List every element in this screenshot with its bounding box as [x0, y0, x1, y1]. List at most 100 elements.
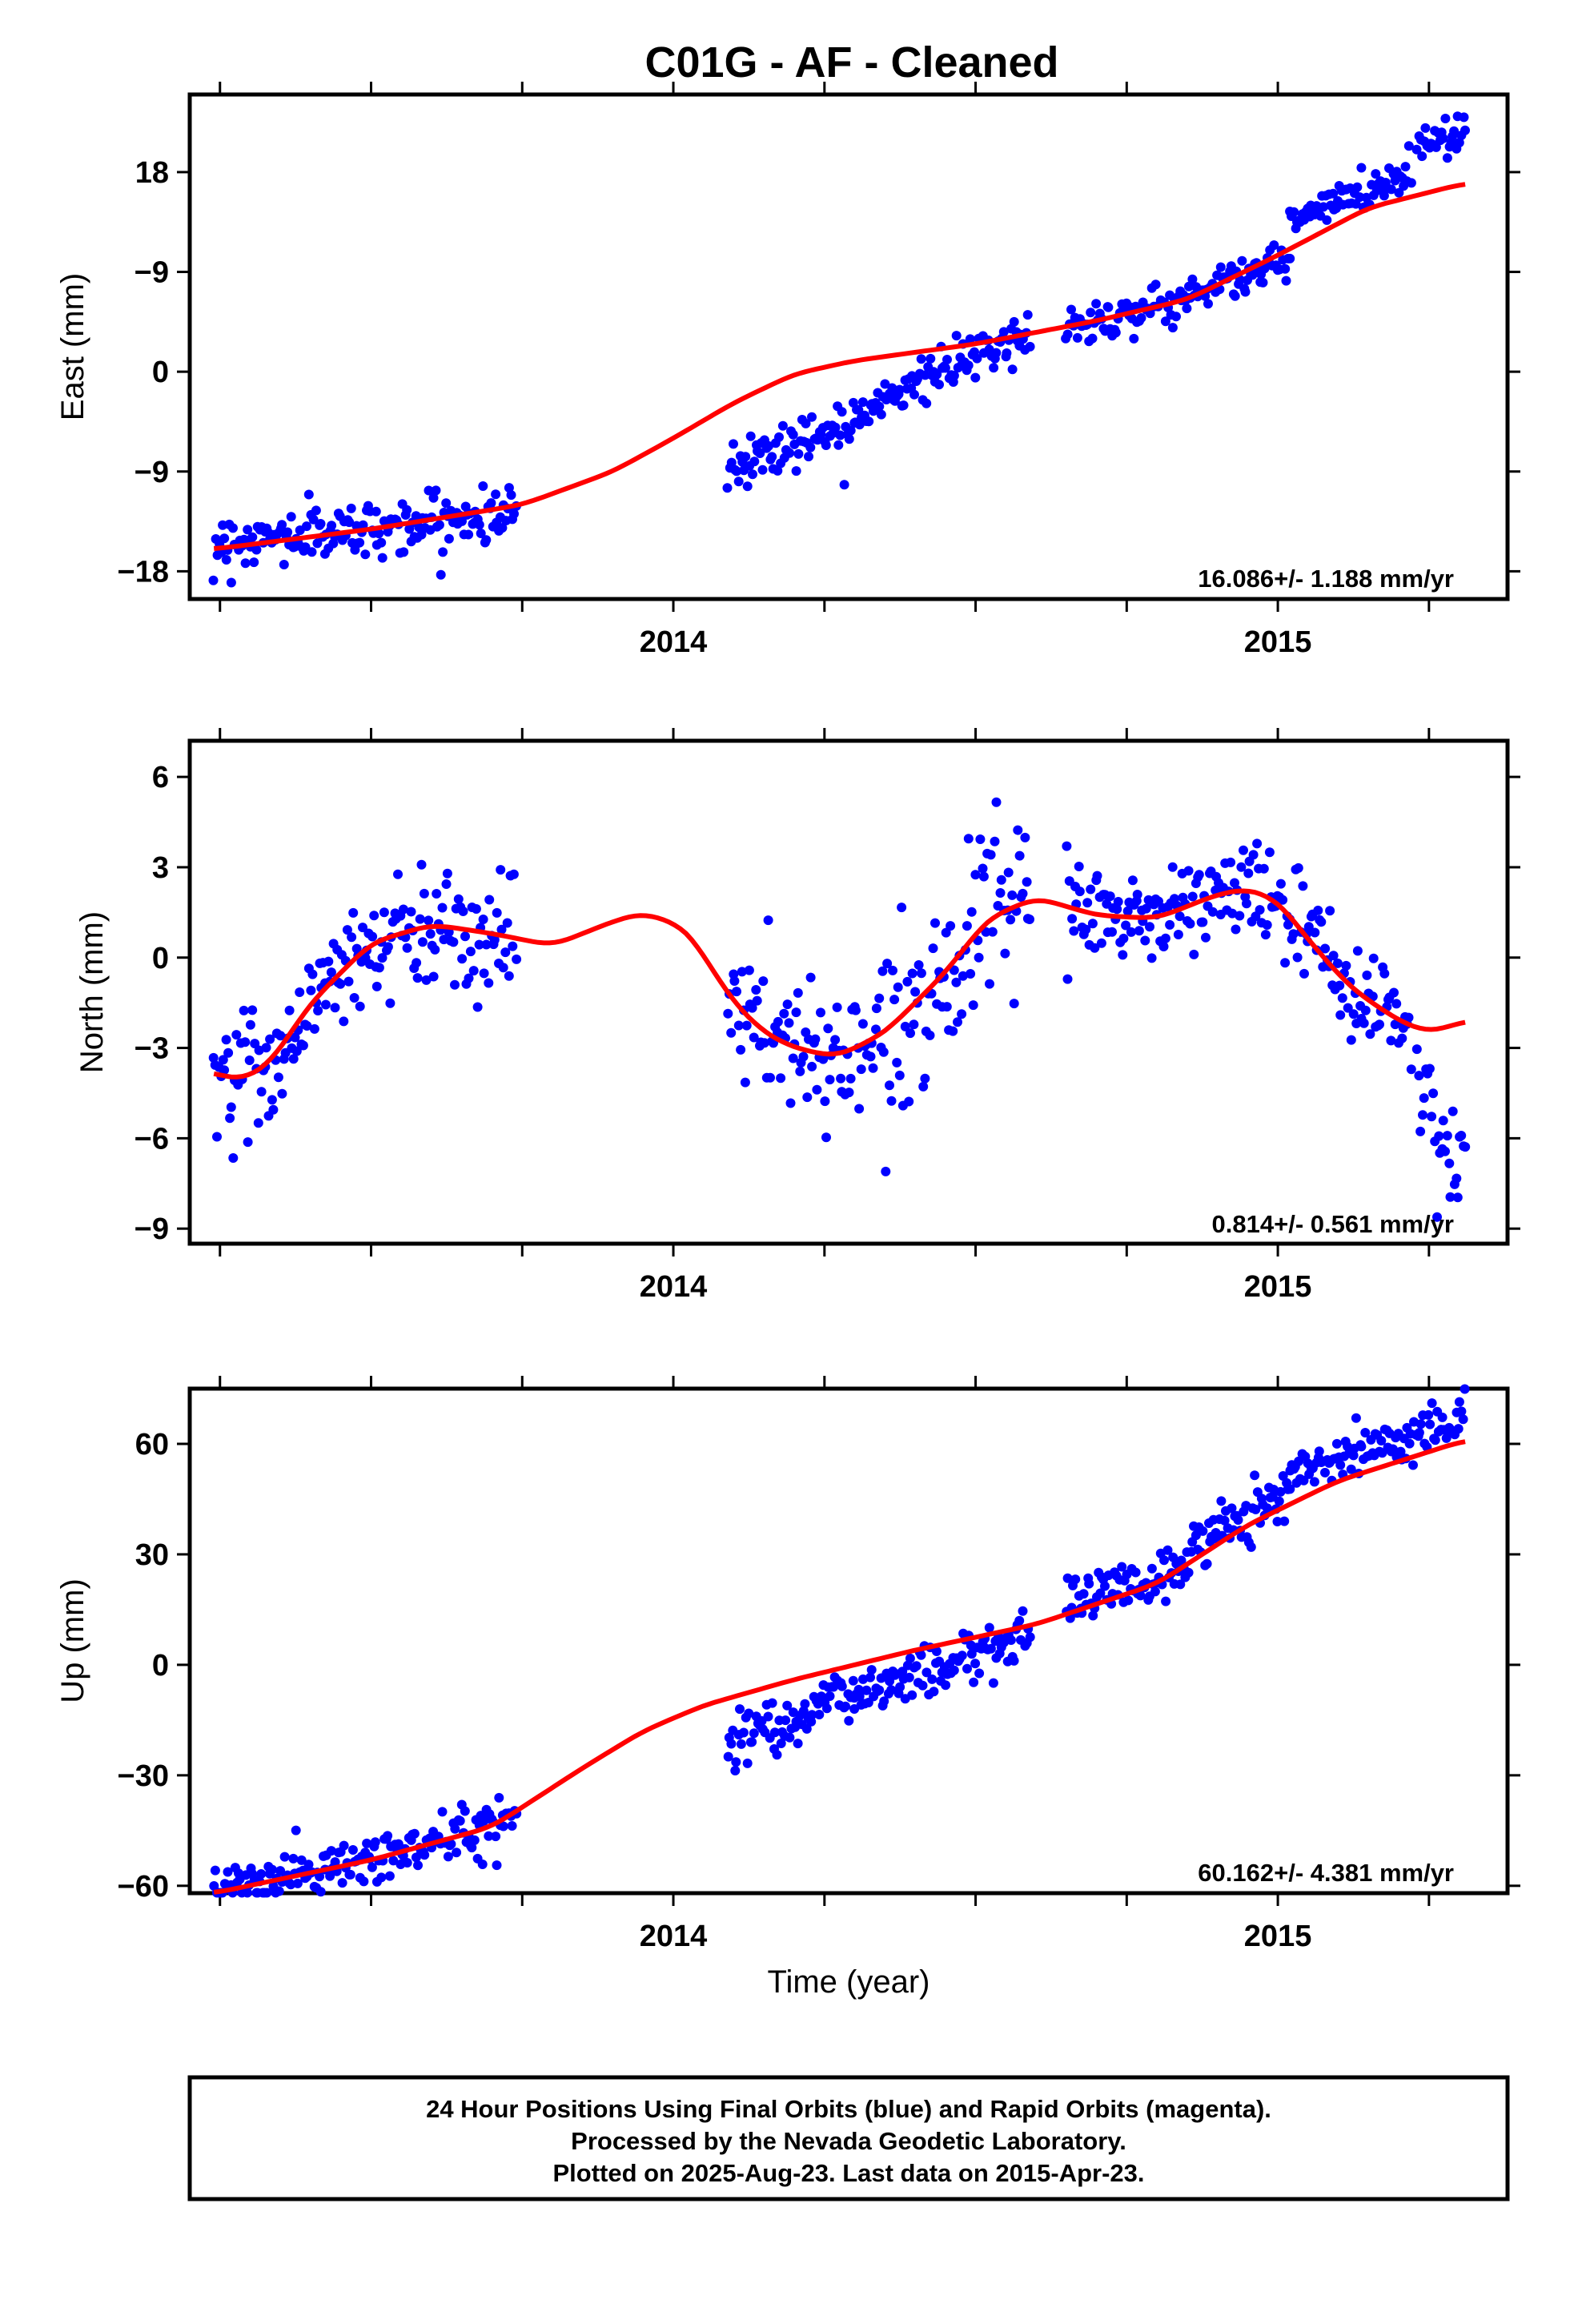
east-data-point — [1103, 302, 1114, 312]
north-data-point — [991, 797, 1002, 807]
north-data-point — [450, 979, 460, 990]
north-data-point — [512, 954, 522, 964]
up-data-point — [1430, 1435, 1440, 1445]
east-data-point — [1187, 274, 1198, 284]
north-data-point — [751, 985, 761, 995]
north-data-point — [1442, 1131, 1452, 1141]
up-data-point — [1135, 1590, 1146, 1601]
north-data-point — [1427, 1112, 1437, 1122]
up-data-point — [854, 1691, 865, 1702]
up-data-point — [1162, 1545, 1173, 1555]
north-data-point — [504, 971, 514, 981]
north-ytick-label: −6 — [135, 1122, 169, 1156]
up-data-point — [905, 1653, 915, 1663]
east-data-point — [497, 523, 508, 533]
north-data-point — [878, 1047, 889, 1057]
north-data-point — [1293, 862, 1303, 873]
east-data-point — [926, 353, 936, 364]
north-data-point — [1303, 922, 1314, 932]
east-data-point — [807, 412, 817, 422]
up-ylabel: Up (mm) — [55, 1578, 90, 1703]
north-data-point — [437, 903, 448, 913]
up-xtick-label: 2014 — [640, 1920, 708, 1953]
north-data-point — [298, 1040, 308, 1051]
east-data-point — [1072, 332, 1082, 343]
up-data-point — [1062, 1573, 1073, 1583]
north-data-point — [457, 954, 468, 964]
north-data-point — [788, 1053, 798, 1063]
north-data-point — [432, 889, 442, 899]
north-data-point — [1140, 935, 1150, 946]
footer-frame — [187, 2075, 1510, 2201]
north-data-point — [453, 894, 464, 904]
up-data-point — [917, 1680, 928, 1691]
north-data-point — [741, 1020, 752, 1031]
up-data-point — [1161, 1596, 1171, 1606]
east-data-point — [921, 398, 932, 408]
east-data-point — [1322, 215, 1332, 225]
north-data-point — [802, 1092, 813, 1103]
north-data-point — [798, 1051, 809, 1062]
north-data-point — [868, 1063, 878, 1073]
up-data-point — [1216, 1496, 1227, 1506]
up-data-point — [1395, 1446, 1406, 1457]
north-data-point — [221, 1035, 231, 1045]
north-data-point — [1456, 1131, 1467, 1140]
east-data-point — [874, 401, 885, 412]
up-data-point — [1233, 1515, 1243, 1525]
north-data-point — [948, 1026, 958, 1036]
east-data-point — [1009, 316, 1019, 327]
up-data-point — [776, 1739, 786, 1748]
east-data-point — [460, 501, 471, 512]
north-data-point — [460, 931, 470, 942]
north-data-point — [1292, 952, 1303, 963]
east-data-point — [1087, 333, 1098, 344]
east-data-point — [1454, 138, 1464, 148]
east-xtick-label: 2015 — [1244, 625, 1312, 659]
north-data-point — [726, 1027, 737, 1038]
up-data-point — [330, 1857, 340, 1868]
east-data-point — [1285, 253, 1295, 263]
north-data-point — [836, 1073, 846, 1084]
north-data-point — [1299, 968, 1309, 979]
north-data-point — [1118, 950, 1128, 960]
north-data-point — [918, 1081, 929, 1092]
north-data-point — [226, 1102, 236, 1112]
north-data-point — [253, 1118, 263, 1128]
north-data-point — [339, 1016, 349, 1027]
up-data-point — [1150, 1586, 1160, 1597]
north-data-point — [1335, 1010, 1346, 1020]
north-data-point — [377, 953, 387, 963]
north-fit-line — [213, 888, 1466, 1080]
up-data-point — [484, 1831, 494, 1841]
east-xtick-label: 2014 — [640, 625, 708, 659]
up-data-point — [969, 1677, 979, 1687]
north-data-point — [968, 1000, 978, 1011]
north-data-point — [1112, 904, 1122, 915]
up-data-point — [763, 1711, 773, 1722]
north-data-point — [424, 915, 434, 926]
north-data-point — [290, 1032, 300, 1043]
north-data-point — [951, 977, 962, 987]
north-data-point — [335, 979, 346, 989]
up-data-point — [367, 1862, 377, 1872]
up-data-point — [376, 1872, 387, 1883]
up-data-point — [916, 1650, 926, 1660]
east-data-point — [857, 397, 868, 408]
east-data-point — [1403, 141, 1414, 151]
north-data-point — [441, 879, 452, 889]
east-data-point — [474, 520, 484, 530]
up-data-point — [772, 1750, 782, 1760]
up-data-point — [1408, 1460, 1418, 1470]
north-data-point — [1096, 938, 1106, 948]
north-data-point — [1082, 898, 1093, 908]
north-data-point — [793, 987, 803, 998]
east-data-point — [909, 389, 919, 400]
up-ytick-label: 60 — [135, 1428, 169, 1462]
north-data-point — [1105, 891, 1115, 902]
up-data-point — [223, 1867, 233, 1877]
east-data-point — [476, 529, 486, 538]
east-data-point — [932, 369, 942, 380]
east-data-point — [457, 516, 467, 526]
up-data-point — [296, 1855, 307, 1865]
